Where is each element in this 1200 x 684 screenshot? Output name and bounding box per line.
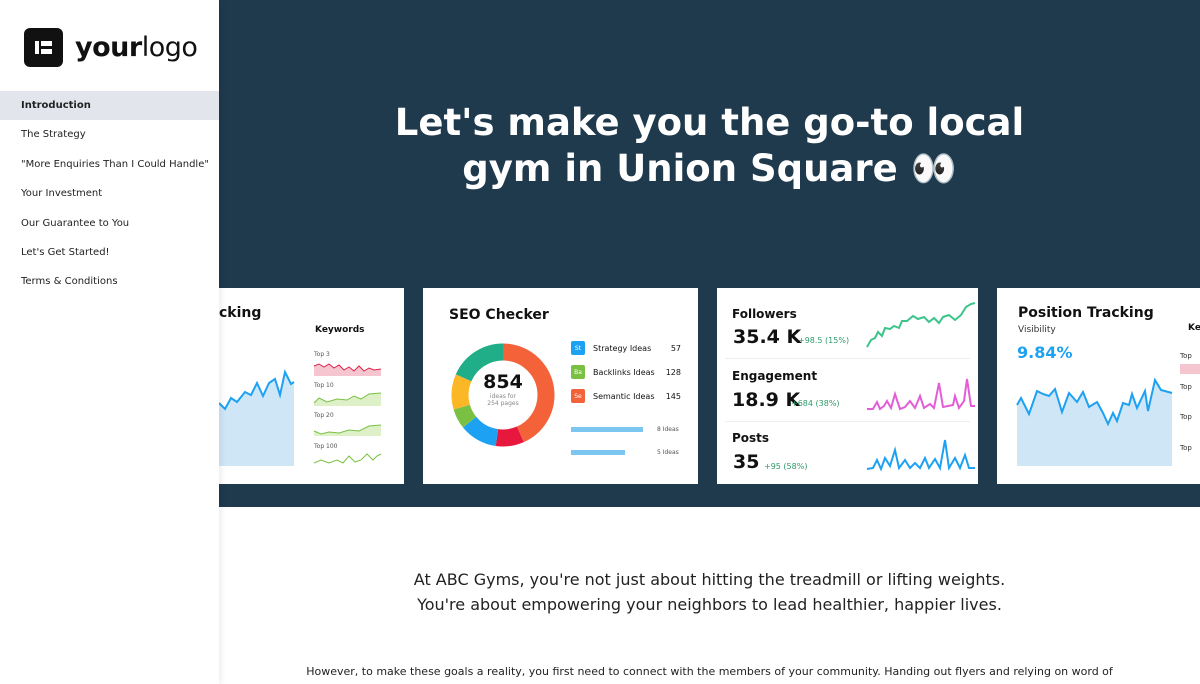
top-label: Top 10 xyxy=(314,382,334,389)
ideas-bar xyxy=(571,427,643,432)
engagement-delta: +684 (38%) xyxy=(791,399,840,408)
logo[interactable]: yourlogo xyxy=(24,28,198,67)
visibility-chart xyxy=(1016,364,1200,466)
ideas-bar xyxy=(571,450,625,455)
intro-text: At ABC Gyms, you're not just about hitti… xyxy=(413,570,1006,614)
visibility-value: 9.84% xyxy=(1017,343,1073,362)
posts-value: 35 xyxy=(733,451,760,473)
engagement-label: Engagement xyxy=(732,369,818,383)
position-tracking-card: Position Tracking Visibility 9.84% Ke To… xyxy=(997,288,1200,484)
card-title: cking xyxy=(219,305,262,321)
sidebar-item-terms[interactable]: Terms & Conditions xyxy=(21,276,118,288)
legend-semantic: Se Semantic Ideas 145 xyxy=(571,389,681,403)
posts-label: Posts xyxy=(732,431,770,445)
top-label: Top xyxy=(1180,413,1192,421)
posts-sparkline xyxy=(866,439,975,472)
keywords-label: Keywords xyxy=(315,325,365,335)
social-sparklines xyxy=(866,302,976,472)
legend-backlinks: Ba Backlinks Ideas 128 xyxy=(571,365,681,379)
card-title: Position Tracking xyxy=(1018,305,1154,321)
logo-text: yourlogo xyxy=(75,32,198,63)
followers-value: 35.4 K xyxy=(733,326,802,348)
sidebar: yourlogo Introduction The Strategy "More… xyxy=(0,0,219,684)
body-paragraph: However, to make these goals a reality, … xyxy=(306,665,1113,678)
followers-delta: +98.5 (15%) xyxy=(798,336,850,345)
hero-banner: Let's make you the go-to local gym in Uni… xyxy=(219,0,1200,507)
top-label: Top xyxy=(1180,444,1192,452)
engagement-value: 18.9 K xyxy=(732,389,801,411)
sidebar-item-investment[interactable]: Your Investment xyxy=(21,188,103,200)
followers-sparkline xyxy=(866,302,976,348)
seo-checker-card: SEO Checker 854 ideas for 254 pages St St… xyxy=(423,288,698,484)
logo-icon xyxy=(24,28,63,67)
visibility-sparkline xyxy=(219,363,382,466)
posts-delta: +95 (58%) xyxy=(764,462,808,471)
keywords-label: Ke xyxy=(1188,323,1200,333)
top-label: Top 3 xyxy=(314,351,330,358)
ideas-bar-label: 8 Ideas xyxy=(657,426,679,433)
followers-label: Followers xyxy=(732,307,797,321)
sidebar-nav: Introduction The Strategy "More Enquirie… xyxy=(0,91,219,297)
visibility-label: Visibility xyxy=(1018,325,1056,335)
legend-strategy: St Strategy Ideas 57 xyxy=(571,341,681,355)
sidebar-item-introduction[interactable]: Introduction xyxy=(0,91,219,121)
tracking-card-partial: cking Keywords Top 3 Top 10 Top 20 Top 1… xyxy=(219,288,404,484)
sidebar-item-guarantee[interactable]: Our Guarantee to You xyxy=(21,217,130,229)
top-label: Top 20 xyxy=(314,412,334,419)
card-title: SEO Checker xyxy=(449,307,549,323)
seo-donut-chart xyxy=(451,343,555,447)
top-label: Top xyxy=(1180,352,1192,360)
sidebar-item-testimonial[interactable]: "More Enquiries Than I Could Handle" xyxy=(21,158,209,170)
seo-total: 854 ideas for 254 pages xyxy=(483,371,523,407)
ideas-bar-label: 5 Ideas xyxy=(657,449,679,456)
social-stats-card: Followers 35.4 K +98.5 (15%) Engagement … xyxy=(717,288,978,484)
hero-title: Let's make you the go-to local gym in Uni… xyxy=(394,101,1025,190)
engagement-sparkline xyxy=(867,378,975,411)
top-label: Top 100 xyxy=(314,443,338,450)
sidebar-item-get-started[interactable]: Let's Get Started! xyxy=(21,246,110,258)
top-label: Top xyxy=(1180,383,1192,391)
sidebar-item-strategy[interactable]: The Strategy xyxy=(21,129,86,141)
